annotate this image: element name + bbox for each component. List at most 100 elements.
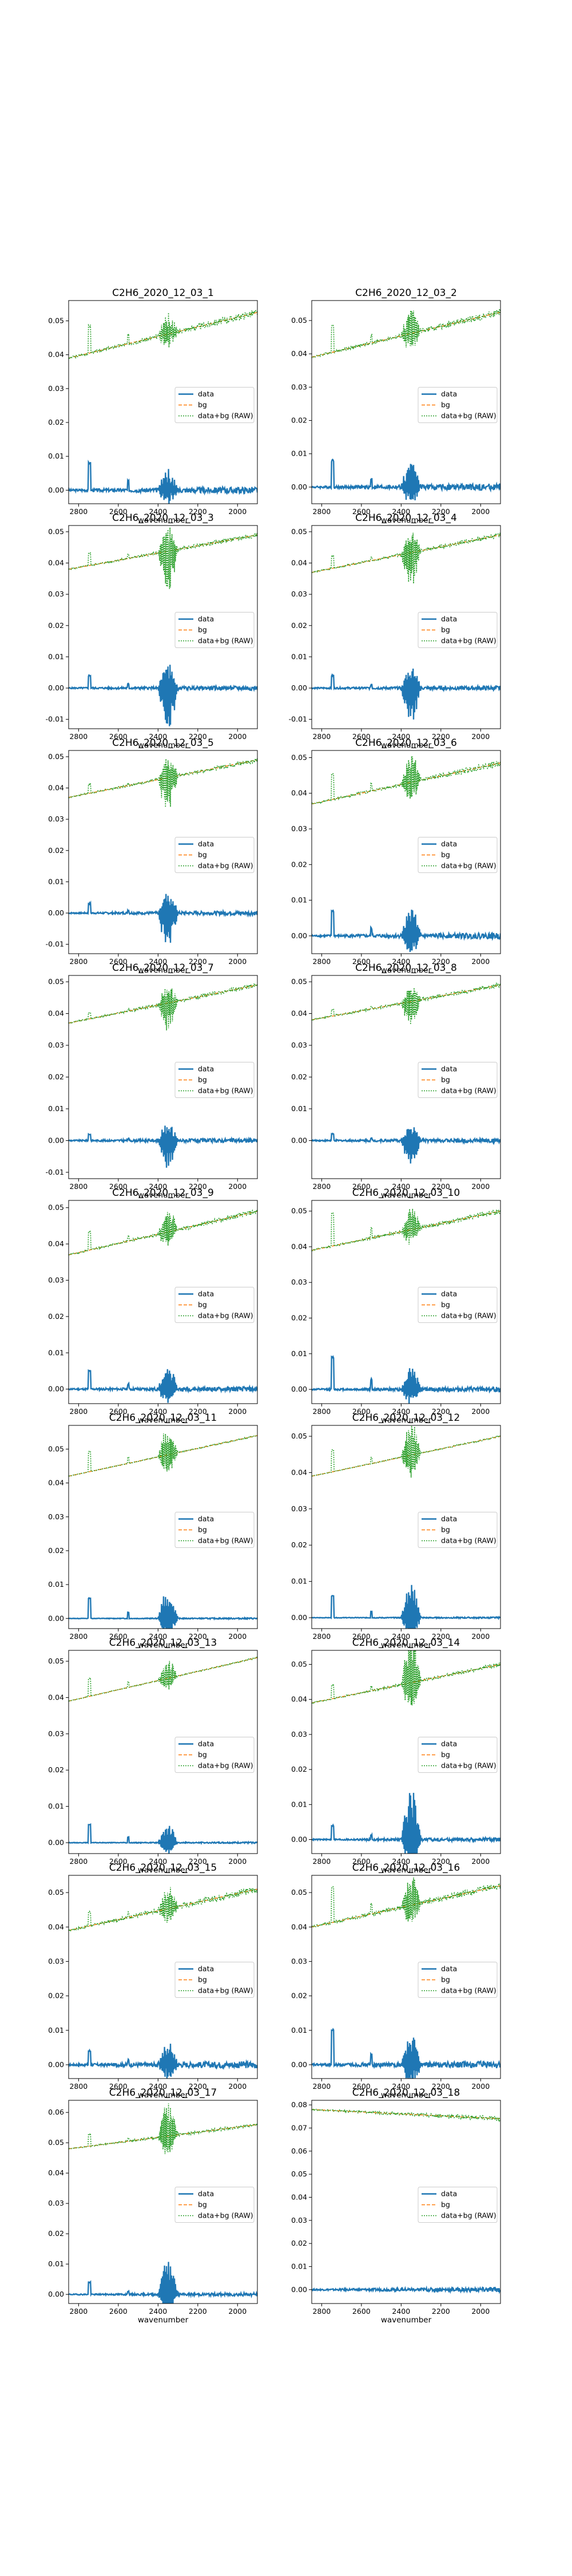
legend-box xyxy=(418,1062,498,1098)
y-tick-label: 0.04 xyxy=(291,559,307,567)
series-data-line xyxy=(312,459,500,501)
y-tick-label: 0.02 xyxy=(291,1073,307,1081)
y-tick-label: 0.08 xyxy=(291,2100,307,2109)
legend: data bg data+bg (RAW) xyxy=(418,1062,498,1098)
axes-group: C2H6_2020_12_03_11 0.00 0.01 0.02 0.03 0.04 0.… xyxy=(48,1412,258,1650)
y-tick-label: 0.04 xyxy=(291,789,307,797)
series-raw-line xyxy=(312,1425,500,1478)
x-tick-label: 2400 xyxy=(392,1857,410,1866)
x-tick-label: 2600 xyxy=(109,1857,128,1866)
y-tick-label: -0.01 xyxy=(46,940,64,949)
series-data-line xyxy=(69,665,257,726)
x-tick-label: 2400 xyxy=(149,957,167,966)
x-tick-label: 2000 xyxy=(228,957,247,966)
y-tick-label: 0.04 xyxy=(48,1479,64,1487)
x-tick-label: 2400 xyxy=(149,2082,167,2091)
plot-area xyxy=(312,982,500,1164)
series-data-line xyxy=(312,668,500,720)
y-tick-label: 0.05 xyxy=(291,753,307,761)
x-tick-label: 2400 xyxy=(149,1632,167,1641)
legend-box xyxy=(418,837,498,873)
y-tick-label: 0.00 xyxy=(291,931,307,940)
legend-label: bg xyxy=(441,851,450,859)
series-bg-line xyxy=(312,1436,500,1477)
y-tick-label: 0.05 xyxy=(48,1888,64,1897)
y-tick-label: 0.03 xyxy=(48,2199,64,2207)
subplot-svg: C2H6_2020_12_03_10 0.00 0.01 0.02 0.03 0.04 0.… xyxy=(291,1187,501,1425)
y-tick-label: 0.00 xyxy=(48,1838,64,1847)
x-axis-label: wavenumber xyxy=(138,516,189,525)
series-raw-line xyxy=(69,983,257,1031)
axes-frame xyxy=(68,1650,258,1854)
legend-label: data xyxy=(198,615,214,623)
legend-label: data+bg (RAW) xyxy=(198,2211,253,2220)
legend-label: data xyxy=(441,1065,457,1073)
x-tick-label: 2000 xyxy=(471,1407,490,1416)
series-raw-line xyxy=(69,527,257,589)
subplot-10: C2H6_2020_12_03_10 0.00 0.01 0.02 0.03 0.04 0.… xyxy=(277,1183,506,1427)
y-tick-label: 0.05 xyxy=(48,1657,64,1665)
subplot-title: C2H6_2020_12_03_18 xyxy=(352,2087,460,2099)
legend-label: data+bg (RAW) xyxy=(441,1986,496,1995)
x-tick-label: 2200 xyxy=(432,957,450,966)
x-tick-label: 2600 xyxy=(109,1407,128,1416)
y-tick-label: 0.04 xyxy=(291,2192,307,2201)
legend-label: data xyxy=(198,390,214,398)
x-tick-label: 2200 xyxy=(432,1857,450,1866)
subplot-svg: C2H6_2020_12_03_7 -0.01 0.00 0.01 0.02 0.03 0.… xyxy=(46,962,258,1200)
x-axis-label: wavenumber xyxy=(381,516,432,525)
plot-area xyxy=(69,1657,257,1854)
legend-label: data+bg (RAW) xyxy=(198,1086,253,1095)
y-tick-label: 0.00 xyxy=(291,483,307,491)
series-data-line xyxy=(312,1127,500,1164)
x-tick-label: 2800 xyxy=(69,1632,88,1641)
y-tick-label: -0.01 xyxy=(46,715,64,724)
y-tick-label: 0.04 xyxy=(291,1242,307,1251)
legend-label: data+bg (RAW) xyxy=(198,1761,253,1770)
series-data-line xyxy=(312,1585,500,1629)
legend-box xyxy=(418,1512,498,1548)
y-tick-label: 0.02 xyxy=(48,1992,64,2000)
legend-label: data xyxy=(198,1740,214,1748)
y-tick-label: 0.05 xyxy=(291,1207,307,1215)
series-data-line xyxy=(69,1369,257,1403)
legend-label: data+bg (RAW) xyxy=(441,1311,496,1320)
x-axis-label: wavenumber xyxy=(381,2091,432,2100)
plot-area xyxy=(312,532,500,720)
subplot-4: C2H6_2020_12_03_4 -0.01 0.00 0.01 0.02 0.03 0.… xyxy=(277,508,506,752)
x-tick-label: 2800 xyxy=(69,2082,88,2091)
subplot-svg: C2H6_2020_12_03_6 0.00 0.01 0.02 0.03 0.04 0.0… xyxy=(291,737,501,975)
y-tick-label: 0.02 xyxy=(291,1314,307,1322)
x-tick-label: 2600 xyxy=(352,2307,371,2316)
y-tick-label: 0.02 xyxy=(48,2229,64,2238)
legend-box xyxy=(174,2187,255,2223)
y-tick-label: 0.02 xyxy=(291,1765,307,1773)
x-tick-label: 2000 xyxy=(228,732,247,741)
legend: data bg data+bg (RAW) xyxy=(174,837,255,873)
subplot-svg: C2H6_2020_12_03_3 -0.01 0.00 0.01 0.02 0.03 0.… xyxy=(46,512,258,750)
plot-area xyxy=(69,757,257,943)
legend-label: data+bg (RAW) xyxy=(441,862,496,870)
plot-area xyxy=(69,1433,257,1629)
subplot-title: C2H6_2020_12_03_6 xyxy=(355,737,457,749)
x-tick-label: 2600 xyxy=(352,732,371,741)
y-tick-label: 0.06 xyxy=(48,2108,64,2116)
legend-label: data+bg (RAW) xyxy=(198,412,253,420)
x-tick-label: 2000 xyxy=(471,2082,490,2091)
x-tick-label: 2400 xyxy=(149,1407,167,1416)
y-tick-label: 0.02 xyxy=(48,1546,64,1555)
x-tick-label: 2200 xyxy=(189,957,207,966)
axes-frame xyxy=(68,525,258,729)
legend-label: bg xyxy=(441,1076,450,1084)
x-tick-label: 2200 xyxy=(189,732,207,741)
axes-group: C2H6_2020_12_03_15 0.00 0.01 0.02 0.03 0.04 0.… xyxy=(48,1862,258,2100)
subplot-svg: C2H6_2020_12_03_5 -0.01 0.00 0.01 0.02 0.03 0.… xyxy=(46,737,258,975)
y-tick-label: 0.02 xyxy=(291,621,307,630)
x-tick-label: 2600 xyxy=(109,1632,128,1641)
x-tick-label: 2600 xyxy=(109,507,128,516)
x-tick-label: 2000 xyxy=(471,2307,490,2316)
y-tick-label: 0.01 xyxy=(48,1348,64,1357)
subplot-title: C2H6_2020_12_03_3 xyxy=(112,512,214,524)
y-tick-label: 0.04 xyxy=(291,349,307,358)
y-tick-label: 0.00 xyxy=(48,683,64,692)
